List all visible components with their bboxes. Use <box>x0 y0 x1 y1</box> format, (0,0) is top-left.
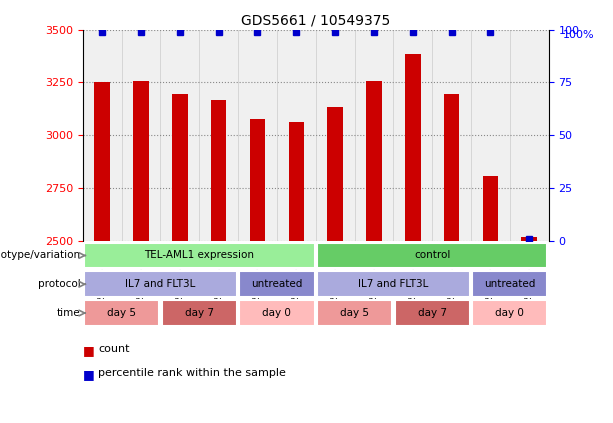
Bar <box>289 122 304 241</box>
Text: time: time <box>57 308 80 318</box>
Bar <box>522 237 537 241</box>
Bar <box>84 271 237 297</box>
Text: day 5: day 5 <box>107 308 136 318</box>
Text: ■: ■ <box>83 368 94 381</box>
Text: 100%: 100% <box>563 30 594 40</box>
Text: genotype/variation: genotype/variation <box>0 250 80 261</box>
Bar <box>366 82 382 241</box>
Bar <box>211 101 226 241</box>
Bar <box>239 300 314 326</box>
Bar <box>249 120 265 241</box>
Text: untreated: untreated <box>484 279 536 289</box>
Text: ■: ■ <box>83 344 94 357</box>
Bar <box>317 271 470 297</box>
Bar <box>317 242 547 269</box>
Text: TEL-AML1 expression: TEL-AML1 expression <box>144 250 254 261</box>
Bar <box>472 271 547 297</box>
Text: day 7: day 7 <box>185 308 214 318</box>
Bar <box>172 94 188 241</box>
Bar <box>162 300 237 326</box>
Text: untreated: untreated <box>251 279 303 289</box>
Bar <box>472 300 547 326</box>
Text: IL7 and FLT3L: IL7 and FLT3L <box>358 279 428 289</box>
Bar <box>395 300 470 326</box>
Text: day 7: day 7 <box>417 308 447 318</box>
Text: count: count <box>98 344 129 354</box>
Text: day 5: day 5 <box>340 308 369 318</box>
Text: protocol: protocol <box>37 279 80 289</box>
Text: IL7 and FLT3L: IL7 and FLT3L <box>125 279 196 289</box>
Bar <box>444 94 459 241</box>
Bar <box>482 176 498 241</box>
Bar <box>84 242 314 269</box>
Text: percentile rank within the sample: percentile rank within the sample <box>98 368 286 378</box>
Bar <box>133 82 149 241</box>
Bar <box>405 54 421 241</box>
Text: control: control <box>414 250 451 261</box>
Text: day 0: day 0 <box>495 308 524 318</box>
Bar <box>327 107 343 241</box>
Bar <box>84 300 159 326</box>
Bar <box>317 300 392 326</box>
Bar <box>94 82 110 241</box>
Title: GDS5661 / 10549375: GDS5661 / 10549375 <box>241 13 390 27</box>
Bar <box>239 271 314 297</box>
Text: day 0: day 0 <box>262 308 291 318</box>
